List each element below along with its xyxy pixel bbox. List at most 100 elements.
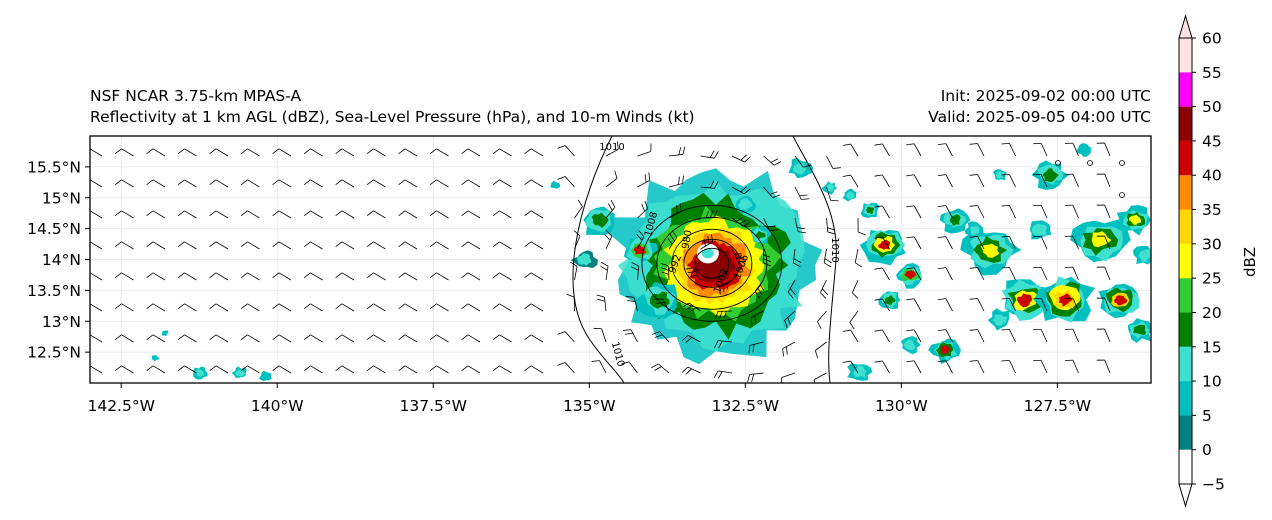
wind-barb bbox=[882, 267, 890, 281]
wind-barb bbox=[215, 272, 229, 281]
wind-barb-flag bbox=[852, 292, 859, 299]
wind-barb-flag bbox=[570, 261, 578, 267]
wind-barb-flag bbox=[681, 335, 689, 341]
wind-barb bbox=[782, 341, 796, 349]
wind-barb bbox=[152, 334, 166, 343]
wind-barb-flag bbox=[591, 360, 600, 362]
wind-barb-flag bbox=[366, 365, 374, 371]
wind-barb-flag bbox=[689, 307, 697, 312]
wind-barb bbox=[436, 303, 449, 312]
wind-barb bbox=[215, 179, 229, 188]
wind-barb bbox=[945, 298, 953, 312]
wind-barb-flag bbox=[335, 179, 343, 185]
wind-barb-flag bbox=[751, 373, 755, 382]
wind-barb-flag bbox=[627, 300, 636, 302]
wind-barb-flag bbox=[824, 258, 832, 264]
wind-barb bbox=[373, 179, 386, 188]
wind-barb-flag bbox=[667, 238, 673, 245]
wind-barb-flag bbox=[177, 303, 185, 309]
wind-barb bbox=[247, 334, 260, 343]
colorbar-tick-label: 35 bbox=[1202, 201, 1222, 219]
wind-barb bbox=[794, 217, 799, 232]
wind-barb-flag bbox=[714, 311, 719, 320]
reflectivity-cell bbox=[980, 243, 1000, 258]
wind-barb-flag bbox=[770, 158, 779, 163]
wind-barb bbox=[310, 334, 323, 343]
wind-barb bbox=[1040, 174, 1048, 188]
wind-barb bbox=[718, 340, 733, 343]
wind-barb-flag bbox=[678, 147, 682, 156]
wind-barb bbox=[1072, 359, 1079, 374]
wind-barb bbox=[121, 334, 134, 343]
wind-barb-flag bbox=[709, 180, 715, 189]
wind-barb bbox=[820, 279, 827, 293]
wind-barb-flag bbox=[600, 261, 609, 267]
wind-barb bbox=[467, 148, 481, 157]
wind-barb bbox=[1040, 298, 1048, 312]
wind-barb-flag bbox=[240, 365, 248, 371]
wind-barb bbox=[247, 179, 260, 188]
wind-barb-flag bbox=[398, 179, 406, 185]
wind-barb-flag bbox=[937, 174, 946, 176]
wind-barb-flag bbox=[801, 198, 810, 200]
wind-barb-flag bbox=[820, 292, 827, 299]
wind-barb bbox=[373, 334, 386, 343]
wind-barb bbox=[184, 272, 197, 281]
wind-barb bbox=[754, 279, 764, 292]
wind-barb-flag bbox=[303, 365, 311, 371]
wind-barb bbox=[601, 328, 607, 343]
wind-barb bbox=[436, 210, 449, 219]
wind-barb-flag bbox=[793, 262, 801, 268]
reflectivity-cell bbox=[549, 180, 561, 189]
wind-barb-flag bbox=[398, 210, 406, 216]
wind-barb-flag bbox=[209, 334, 217, 340]
wind-barb bbox=[341, 334, 355, 343]
wind-barb bbox=[781, 372, 796, 378]
lat-tick-label: 15°N bbox=[42, 189, 81, 207]
wind-barb bbox=[184, 241, 197, 250]
isobar-1010-west bbox=[572, 136, 625, 383]
wind-barb bbox=[499, 272, 512, 281]
wind-barb bbox=[637, 179, 650, 188]
wind-barb bbox=[373, 365, 386, 374]
wind-barb bbox=[794, 155, 804, 168]
wind-barb bbox=[574, 206, 583, 219]
wind-barb-flag bbox=[763, 262, 771, 267]
wind-barb bbox=[630, 329, 638, 343]
wind-barb-flag bbox=[366, 148, 374, 154]
wind-barb bbox=[90, 241, 103, 250]
reflectivity-cell bbox=[649, 291, 670, 309]
wind-barb bbox=[436, 179, 449, 188]
wind-barb-flag bbox=[209, 303, 217, 309]
wind-barb-flag bbox=[577, 199, 583, 207]
wind-barb bbox=[854, 248, 859, 263]
wind-barb bbox=[310, 272, 323, 281]
wind-barb-flag bbox=[366, 334, 374, 340]
lon-tick-label: 137.5°W bbox=[400, 397, 467, 415]
wind-barb bbox=[184, 179, 197, 188]
wind-barb-flag bbox=[114, 210, 122, 216]
wind-barb bbox=[605, 206, 616, 219]
colorbar-tick-label: 40 bbox=[1202, 167, 1222, 185]
wind-barb-flag bbox=[740, 186, 747, 193]
wind-barb bbox=[341, 241, 355, 250]
wind-barb bbox=[850, 360, 859, 374]
wind-barb bbox=[436, 334, 449, 343]
lat-tick-label: 14°N bbox=[42, 251, 81, 269]
lon-tick-label: 135°W bbox=[563, 397, 616, 415]
wind-barb-flag bbox=[685, 337, 693, 343]
wind-barb bbox=[882, 205, 890, 219]
wind-barb bbox=[1104, 266, 1111, 281]
wind-barb bbox=[815, 341, 827, 351]
wind-barb bbox=[121, 148, 134, 157]
wind-barb bbox=[1040, 205, 1048, 219]
wind-barb-flag bbox=[743, 188, 751, 195]
wind-barb-flag bbox=[722, 284, 725, 293]
wind-barb-flag bbox=[855, 262, 863, 268]
colorbar-tick-label: 45 bbox=[1202, 132, 1222, 150]
wind-barb bbox=[719, 279, 733, 287]
wind-barb-flag bbox=[906, 143, 915, 146]
wind-barb bbox=[668, 237, 678, 250]
wind-barb bbox=[90, 272, 103, 281]
wind-barb bbox=[850, 143, 859, 157]
